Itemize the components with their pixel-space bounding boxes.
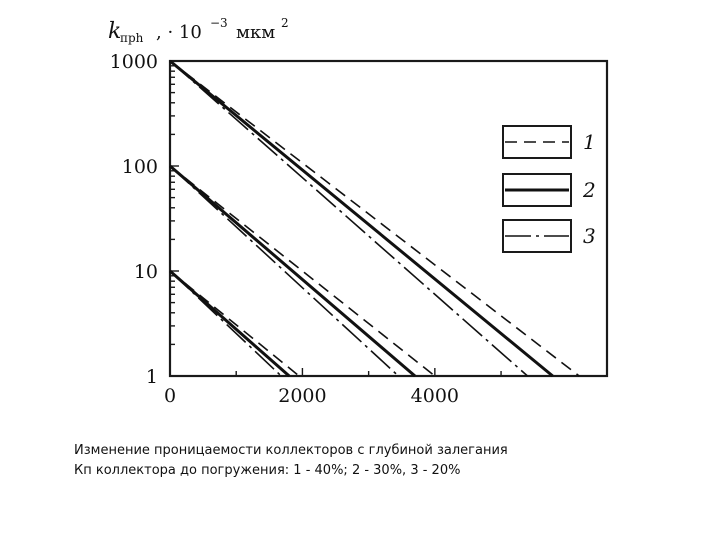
- y-tick-label: 1000: [110, 51, 158, 73]
- series-lines: [169, 59, 580, 378]
- series-line-group1-curve3: [169, 60, 529, 377]
- plot-frame: [168, 59, 609, 378]
- series-line-group3-curve3: [169, 270, 282, 377]
- y-tick-label: 10: [134, 261, 158, 283]
- x-tick-label: 2000: [278, 385, 326, 407]
- series-line-group2-curve1: [169, 165, 436, 377]
- legend-label: 3: [583, 224, 596, 248]
- y-tick-label: 100: [122, 156, 158, 178]
- y-label-unit-exponent: 2: [281, 16, 289, 30]
- series-line-group1-curve1: [169, 60, 580, 377]
- series-line-group3-curve2: [169, 269, 291, 378]
- figure-caption: Изменение проницаемости коллекторов с гл…: [74, 441, 694, 481]
- caption-line-1: Изменение проницаемости коллекторов с гл…: [74, 443, 508, 458]
- y-label-subscript: прh: [120, 31, 144, 45]
- y-label-multiplier: , · 10: [156, 22, 202, 43]
- series-line-group1-curve2: [169, 59, 554, 378]
- y-label-exponent: −3: [210, 16, 228, 30]
- caption-line-2: Кп коллектора до погружения: 1 - 40%; 2 …: [74, 463, 461, 478]
- y-label-symbol: k: [108, 19, 121, 44]
- y-axis-label: k прh , · 10 −3 мкм 2: [108, 16, 289, 45]
- y-tick-label: 1: [146, 366, 158, 388]
- legend-label: 1: [583, 130, 596, 154]
- series-line-group2-curve3: [169, 165, 399, 377]
- legend-label: 2: [582, 178, 596, 202]
- y-label-unit: мкм: [236, 22, 275, 43]
- x-tick-label: 4000: [411, 385, 459, 407]
- x-tick-label: 0: [164, 385, 176, 407]
- series-line-group2-curve2: [169, 164, 416, 378]
- legend: 1 2 3: [502, 125, 596, 253]
